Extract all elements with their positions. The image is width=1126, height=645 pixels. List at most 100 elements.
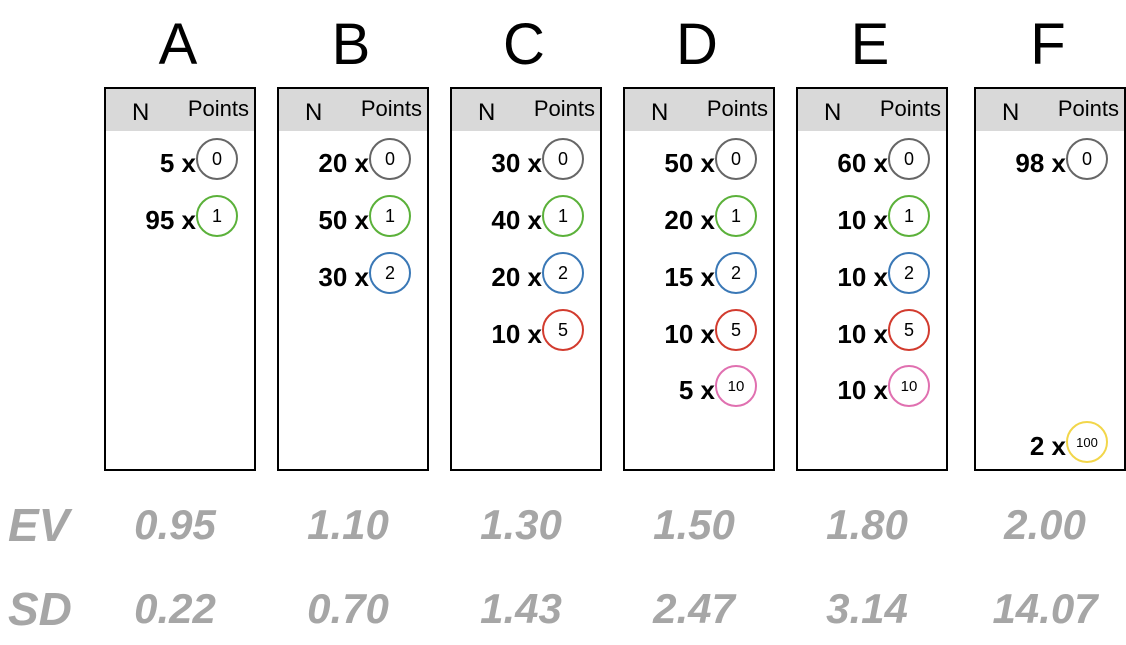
box-header: N Points	[106, 89, 254, 131]
box-header: N Points	[976, 89, 1124, 131]
points-chip-icon: 1	[715, 195, 757, 237]
outcome-count: 15 x	[664, 262, 715, 292]
points-chip-icon: 2	[715, 252, 757, 294]
points-chip-icon: 1	[196, 195, 238, 237]
sd-row-label: SD	[8, 583, 72, 635]
sd-value-d: 2.47	[653, 585, 735, 632]
outcome-count: 50 x	[318, 205, 369, 235]
outcome-count: 50 x	[664, 148, 715, 178]
ev-value-f: 2.00	[1004, 501, 1086, 548]
box-header: N Points	[625, 89, 773, 131]
outcome-count: 5 x	[678, 375, 715, 405]
sd-value-f: 14.07	[992, 585, 1098, 632]
outcome-count: 60 x	[837, 148, 888, 178]
outcome-count: 30 x	[491, 148, 542, 178]
ev-value-e: 1.80	[826, 501, 908, 548]
header-points-label: Points	[187, 96, 249, 121]
outcome-count: 10 x	[837, 319, 888, 349]
outcome-count: 20 x	[664, 205, 715, 235]
outcome-row: 2 x 100	[976, 419, 1124, 469]
option-letter-f: F	[1030, 12, 1066, 77]
points-chip-icon: 0	[542, 138, 584, 180]
header-n-label: N	[478, 99, 496, 126]
points-chip-icon: 100	[1066, 421, 1108, 463]
box-header: N Points	[798, 89, 946, 131]
header-n-label: N	[305, 99, 323, 126]
ev-value-d: 1.50	[653, 501, 735, 548]
points-chip-icon: 0	[369, 138, 411, 180]
header-n-label: N	[824, 99, 842, 126]
header-points-label: Points	[879, 96, 941, 121]
points-chip-icon: 10	[715, 365, 757, 407]
sd-value-b: 0.70	[307, 585, 389, 632]
option-letter-b: B	[331, 12, 371, 77]
outcome-count: 10 x	[664, 319, 715, 349]
header-points-label: Points	[1057, 96, 1119, 121]
points-chip-icon: 2	[369, 252, 411, 294]
outcome-count: 10 x	[837, 205, 888, 235]
sd-value-c: 1.43	[480, 585, 562, 632]
outcome-count: 2 x	[1029, 431, 1066, 461]
outcome-count: 5 x	[159, 148, 196, 178]
outcome-row: 10 x 10	[798, 363, 946, 413]
box-header: N Points	[452, 89, 600, 131]
option-box-e: N Points 60 x 0 10 x 1 10 x 2 10 x 5 10 x 10	[796, 87, 948, 471]
points-chip-icon: 1	[369, 195, 411, 237]
option-letter-c: C	[503, 12, 545, 77]
outcome-count: 40 x	[491, 205, 542, 235]
points-chip-icon: 5	[542, 309, 584, 351]
points-chip-icon: 5	[888, 309, 930, 351]
points-chip-icon: 0	[715, 138, 757, 180]
sd-value-e: 3.14	[826, 585, 908, 632]
points-chip-icon: 0	[196, 138, 238, 180]
outcome-count: 20 x	[491, 262, 542, 292]
option-letter-a: A	[158, 12, 198, 77]
header-n-label: N	[1002, 99, 1020, 126]
points-chip-icon: 10	[888, 365, 930, 407]
ev-value-a: 0.95	[134, 501, 216, 548]
points-chip-icon: 1	[542, 195, 584, 237]
outcome-count: 10 x	[837, 262, 888, 292]
option-letter-e: E	[850, 12, 890, 77]
outcome-count: 10 x	[837, 375, 888, 405]
header-n-label: N	[651, 99, 669, 126]
outcome-count: 98 x	[1015, 148, 1066, 178]
ev-value-c: 1.30	[480, 501, 562, 548]
outcome-count: 95 x	[145, 205, 196, 235]
outcome-count: 20 x	[318, 148, 369, 178]
points-chip-icon: 5	[715, 309, 757, 351]
option-letter-d: D	[676, 12, 718, 77]
ev-value-b: 1.10	[307, 501, 389, 548]
sd-value-a: 0.22	[134, 585, 216, 632]
ev-row-label: EV	[8, 499, 70, 551]
outcome-count: 10 x	[491, 319, 542, 349]
outcome-count: 30 x	[318, 262, 369, 292]
outcome-row: 5 x 10	[625, 363, 773, 413]
header-n-label: N	[132, 99, 150, 126]
header-points-label: Points	[533, 96, 595, 121]
points-chip-icon: 0	[888, 138, 930, 180]
header-points-label: Points	[360, 96, 422, 121]
